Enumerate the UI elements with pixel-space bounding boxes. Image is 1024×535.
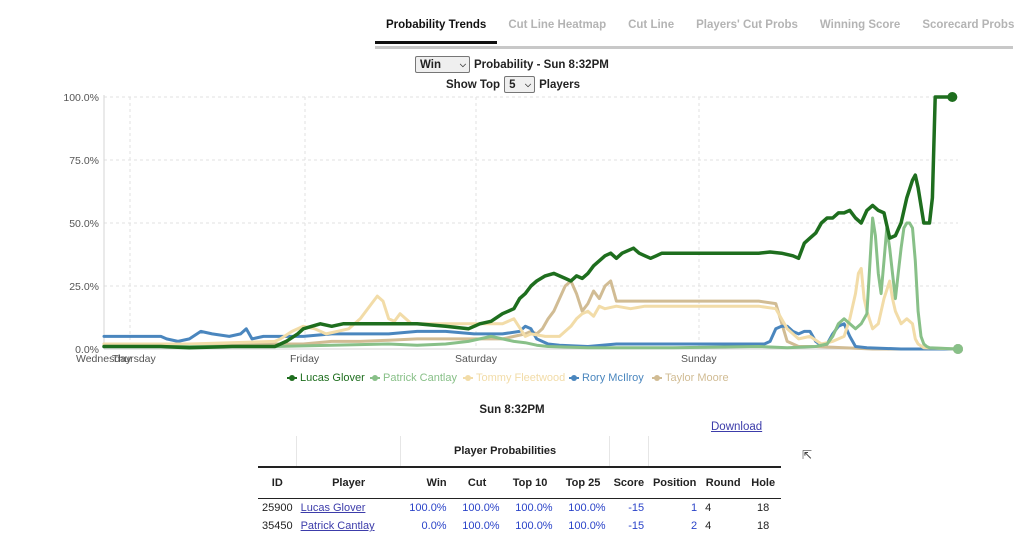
cell-cut: 100.0% xyxy=(462,520,500,532)
table-timestamp-title: Sun 8:32PM xyxy=(479,404,545,416)
col-header-top25[interactable]: Top 25 xyxy=(556,466,610,499)
legend-item[interactable]: Tommy Fleetwood xyxy=(463,372,565,384)
legend-marker-icon xyxy=(287,375,297,381)
col-header-position[interactable]: Position xyxy=(648,466,702,499)
tab-winning-score[interactable]: Winning Score xyxy=(819,19,901,31)
y-tick-label: 50.0% xyxy=(69,218,99,230)
cell-position: 1 xyxy=(691,502,698,514)
legend-item[interactable]: Rory McIlroy xyxy=(569,372,644,384)
tab-cut-line-heatmap[interactable]: Cut Line Heatmap xyxy=(508,19,607,31)
x-tick-label: Thursday xyxy=(112,353,157,365)
col-header-score[interactable]: Score xyxy=(609,466,649,499)
player-link[interactable]: Patrick Cantlay xyxy=(300,520,375,532)
mouse-cursor-icon: ⇱ xyxy=(802,448,813,462)
chart-title: Probability - Sun 8:32PM xyxy=(474,58,609,71)
legend-item[interactable]: Lucas Glover xyxy=(287,372,365,384)
legend-item[interactable]: Taylor Moore xyxy=(652,372,729,384)
cell-round: 4 xyxy=(705,520,712,532)
tab-bar: Probability Trends Cut Line Heatmap Cut Li… xyxy=(375,14,1014,49)
x-tick-label: Friday xyxy=(290,353,320,365)
players-label: Players xyxy=(539,78,581,91)
col-header-round[interactable]: Round xyxy=(701,466,746,499)
tab-players-cut-probs[interactable]: Players' Cut Probs xyxy=(696,19,798,31)
cell-top10: 100.0% xyxy=(515,520,553,532)
cell-position: 2 xyxy=(691,520,698,532)
player-link[interactable]: Lucas Glover xyxy=(300,502,366,514)
metric-row: Win ⌵ Probability - Sun 8:32PM xyxy=(415,56,609,73)
group-empty-cell xyxy=(647,436,782,467)
cell-win: 0.0% xyxy=(421,520,447,532)
legend-label: Tommy Fleetwood xyxy=(476,372,566,384)
legend-label: Rory McIlroy xyxy=(582,372,644,384)
y-tick-label: 0.0% xyxy=(75,344,99,356)
chevron-down-icon: ⌵ xyxy=(525,79,532,89)
group-header-player-probabilities: Player Probabilities xyxy=(400,436,610,467)
tab-scorecard-probs[interactable]: Scorecard Probs xyxy=(922,19,1015,31)
series-end-point-patrick-cantlay xyxy=(953,344,963,354)
y-tick-label: 25.0% xyxy=(69,281,99,293)
cell-score: -15 xyxy=(628,520,645,532)
cell-top10: 100.0% xyxy=(515,502,553,514)
tab-probability-trends[interactable]: Probability Trends xyxy=(375,14,498,44)
probability-trends-chart: 0.0% 25.0% 50.0% 75.0% 100.0% WednesdayThursd… xyxy=(63,92,963,365)
metric-select[interactable]: Win ⌵ xyxy=(415,56,470,73)
cell-cut: 100.0% xyxy=(462,502,500,514)
legend-marker-icon xyxy=(463,375,473,381)
table-header-row: ID Player Win Cut Top 10 Top 25 Score Po… xyxy=(258,466,782,499)
legend-marker-icon xyxy=(370,375,380,381)
legend-label: Lucas Glover xyxy=(300,372,365,384)
legend-marker-icon xyxy=(652,375,662,381)
y-tick-label: 100.0% xyxy=(63,92,99,104)
table-group-header: Player Probabilities xyxy=(258,436,782,467)
chart-legend: Lucas Glover Patrick Cantlay Tommy Fleetwo… xyxy=(0,372,1024,388)
x-tick-label: Wednesday xyxy=(76,353,132,365)
top-count-value: 5 xyxy=(509,78,516,91)
download-link[interactable]: Download xyxy=(711,421,763,433)
series-line-patrick-cantlay xyxy=(102,216,960,351)
cell-round: 4 xyxy=(705,502,712,514)
cell-top25: 100.0% xyxy=(568,520,606,532)
cell-player: Lucas Glover xyxy=(297,499,401,518)
tab-cut-line[interactable]: Cut Line xyxy=(628,19,675,31)
series-line-tommy-fleetwood xyxy=(102,266,960,351)
table-row: 35450 Patrick Cantlay 0.0% 100.0% 100.0% 100.… xyxy=(258,517,781,535)
x-tick-label: Saturday xyxy=(455,353,498,365)
col-header-hole[interactable]: Hole xyxy=(745,466,782,499)
series-end-point-lucas-glover xyxy=(947,92,958,102)
group-empty-cell xyxy=(296,436,401,467)
series-line-taylor-moore xyxy=(102,279,960,351)
legend-label: Patrick Cantlay xyxy=(383,372,457,384)
y-tick-label: 75.0% xyxy=(69,155,99,167)
cell-hole: 18 xyxy=(757,502,770,514)
show-top-row: Show Top 5 ⌵ Players xyxy=(446,76,580,93)
cell-player: Patrick Cantlay xyxy=(297,517,401,535)
cell-top25: 100.0% xyxy=(568,502,606,514)
x-tick-label: Sunday xyxy=(681,353,717,365)
cell-hole: 18 xyxy=(757,520,770,532)
metric-select-value: Win xyxy=(420,58,441,71)
col-header-player[interactable]: Player xyxy=(296,466,401,499)
cell-id: 25900 xyxy=(262,502,293,514)
series-line-lucas-glover xyxy=(102,95,955,350)
group-empty-cell xyxy=(609,436,649,467)
chevron-down-icon: ⌵ xyxy=(459,59,466,69)
cell-win: 100.0% xyxy=(409,502,447,514)
legend-marker-icon xyxy=(569,375,579,381)
player-probabilities-table: Player Probabilities ID Player Win Cut T… xyxy=(258,436,782,535)
top-count-select[interactable]: 5 ⌵ xyxy=(504,76,536,93)
col-header-win[interactable]: Win xyxy=(400,466,451,499)
cell-score: -15 xyxy=(628,502,645,514)
legend-item[interactable]: Patrick Cantlay xyxy=(370,372,457,384)
cell-id: 35450 xyxy=(262,520,293,532)
col-header-cut[interactable]: Cut xyxy=(450,466,504,499)
show-top-label: Show Top xyxy=(446,78,501,91)
col-header-top10[interactable]: Top 10 xyxy=(503,466,557,499)
col-header-id[interactable]: ID xyxy=(258,466,297,499)
group-empty-cell xyxy=(258,436,297,467)
legend-label: Taylor Moore xyxy=(665,372,729,384)
table-row: 25900 Lucas Glover 100.0% 100.0% 100.0% 100.0… xyxy=(258,499,781,518)
